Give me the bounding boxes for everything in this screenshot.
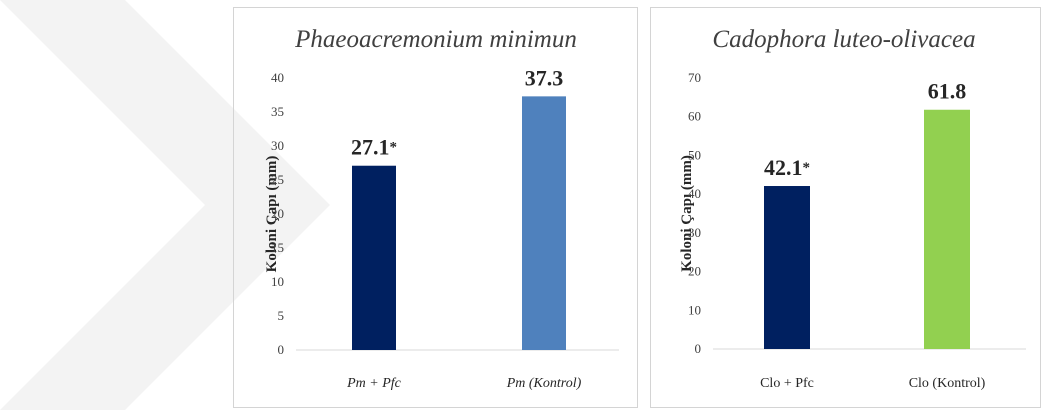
chart-title: Cadophora luteo-olivacea <box>712 26 975 53</box>
chevron-shape <box>0 0 330 410</box>
bar-2 <box>924 109 970 349</box>
y-tick-label: 20 <box>271 206 284 221</box>
data-label: 61.8 <box>928 79 967 104</box>
bar-chart-phaeoacremonium: Phaeoacremonium minimun Koloni Çapı (mm) 0… <box>264 26 619 391</box>
y-tick-label: 0 <box>278 342 285 357</box>
y-tick-label: 10 <box>688 302 701 317</box>
y-tick-label: 10 <box>271 274 284 289</box>
y-axis-label: Koloni Çapı (mm) <box>679 155 695 272</box>
chart-panel-phaeoacremonium: Phaeoacremonium minimun Koloni Çapı (mm) 0… <box>233 7 638 408</box>
y-tick-label: 50 <box>688 147 701 162</box>
y-axis-label: Koloni Çapı (mm) <box>264 156 280 273</box>
y-tick-label: 35 <box>271 104 284 119</box>
y-tick-label: 60 <box>688 109 701 124</box>
y-tick-label: 5 <box>278 308 285 323</box>
y-tick-label: 25 <box>271 172 284 187</box>
bar-chart-cadophora: Cadophora luteo-olivacea Koloni Çapı (mm)… <box>679 26 1026 391</box>
significance-asterisk: * <box>390 140 398 156</box>
data-label: 37.3 <box>525 65 564 90</box>
chart-panel-cadophora: Cadophora luteo-olivacea Koloni Çapı (mm)… <box>650 7 1041 408</box>
y-tick-label: 20 <box>688 264 701 279</box>
y-tick-label: 0 <box>695 341 702 356</box>
chart-title: Phaeoacremonium minimun <box>294 26 577 53</box>
y-tick-label: 40 <box>271 70 284 85</box>
data-label: 42.1* <box>764 155 810 180</box>
data-label: 27.1* <box>351 135 397 160</box>
y-tick-label: 40 <box>688 186 701 201</box>
category-label: Pm (Kontrol) <box>506 376 582 391</box>
y-tick-label: 30 <box>271 138 284 153</box>
bar-1 <box>352 165 396 350</box>
y-tick-label: 15 <box>271 240 284 255</box>
category-label: Pm + Pfc <box>346 376 402 391</box>
bar-2 <box>522 96 566 350</box>
category-label: Clo (Kontrol) <box>909 376 986 391</box>
y-tick-label: 30 <box>688 225 701 240</box>
significance-asterisk: * <box>803 160 811 176</box>
y-tick-label: 70 <box>688 70 701 85</box>
bar-1 <box>764 186 810 349</box>
category-label: Clo + Pfc <box>760 376 814 391</box>
